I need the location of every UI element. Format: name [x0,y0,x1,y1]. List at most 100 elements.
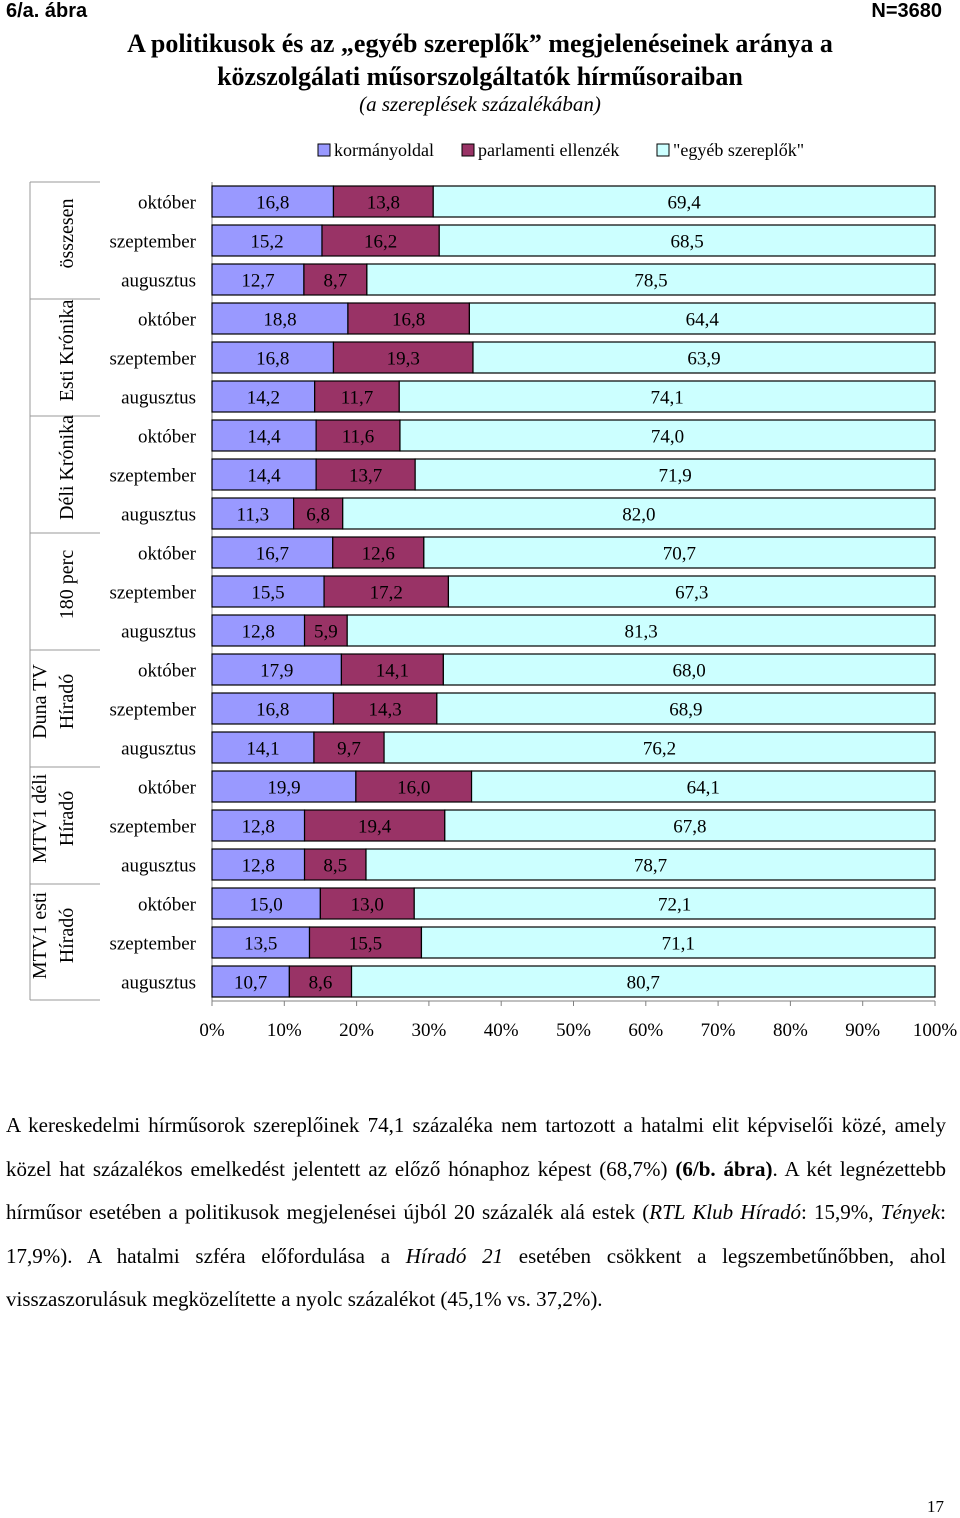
bar-segment-series-2 [321,224,440,257]
legend-label-1: kormányoldal [334,140,434,160]
bar-segment-series-3 [436,692,936,725]
legend-swatch-3 [656,143,670,157]
bar-segment-series-3 [432,185,936,218]
row-label-month: október [138,661,197,682]
row-label-month: szeptember [109,349,196,370]
x-tick-label: 30% [411,1020,446,1041]
bar-segment-series-3 [447,575,936,608]
data-label: 10,7 [234,973,267,994]
bar-segment-series-1 [211,848,306,881]
data-label: 16,8 [392,310,425,331]
x-tick-label: 100% [913,1020,958,1041]
bar-segment-series-2 [340,653,444,686]
data-label: 69,4 [667,193,701,214]
legend-swatch-1 [317,143,331,157]
data-label: 5,9 [314,622,338,643]
group-label: Duna TV [29,664,51,739]
data-label: 72,1 [658,895,691,916]
row-label-month: szeptember [109,700,196,721]
data-label: 11,7 [341,388,374,409]
legend-label-3: "egyéb szereplők" [673,140,804,160]
chart-subtitle: (a szereplések százalékában) [359,92,601,116]
data-label: 12,6 [362,544,395,565]
group-label: Déli Krónika [56,415,78,520]
body-paragraph: A kereskedelmi hírműsorok szereplőinek 7… [6,1104,946,1322]
bar-segment-series-2 [313,731,385,764]
data-label: 16,7 [256,544,289,565]
row-label-month: augusztus [121,622,196,643]
row-label-month: augusztus [121,388,196,409]
data-label: 9,7 [337,739,361,760]
row-label-month: október [138,193,197,214]
row-label-month: szeptember [109,934,196,955]
bar-segment-series-3 [346,614,936,647]
bar-segment-series-2 [315,458,416,491]
data-label: 8,7 [324,271,348,292]
data-label: 67,3 [675,583,708,604]
data-label: 14,1 [246,739,279,760]
row-label-month: október [138,310,197,331]
x-tick-label: 80% [773,1020,808,1041]
data-label: 19,3 [387,349,420,370]
data-label: 12,8 [242,817,275,838]
bar-segment-series-2 [347,302,470,335]
data-label: 19,9 [267,778,300,799]
data-label: 16,0 [397,778,430,799]
bar-segment-series-3 [468,302,936,335]
data-label: 78,7 [634,856,667,877]
paragraph-text-2: . A két legnézettebb hírműsor esetében a… [6,1156,946,1225]
bar-segment-series-1 [211,536,334,569]
bar-segment-series-2 [319,887,415,920]
data-label: 12,7 [241,271,274,292]
data-label: 14,4 [247,466,281,487]
data-label: 78,5 [634,271,667,292]
data-label: 16,8 [256,349,289,370]
data-label: 70,7 [663,544,696,565]
paragraph-text-1: A kereskedelmi hírműsorok szereplőinek 7… [6,1113,946,1181]
bar-segment-series-3 [398,380,936,413]
stacked-bar-chart: kormányoldal parlamenti ellenzék "egyéb sz… [29,140,958,1041]
data-label: 13,5 [244,934,277,955]
bar-segment-series-3 [423,536,936,569]
data-label: 11,6 [342,427,375,448]
group-label: MTV1 déli [29,773,51,863]
legend-label-2: parlamenti ellenzék [478,140,619,160]
chart-title-line1: A politikusok és az „egyéb szereplők” me… [127,29,833,58]
data-label: 16,8 [256,193,289,214]
paragraph-text-3: : 15,9%, [800,1200,881,1224]
program-name-rtl: RTL Klub Híradó [649,1200,801,1224]
data-label: 18,8 [263,310,296,331]
figure-reference: (6/b. ábra) [675,1156,773,1181]
bar-segment-series-2 [332,185,434,218]
bar-segment-series-1 [211,653,343,686]
group-label: Híradó [56,674,78,730]
bar-segment-series-3 [383,731,936,764]
bar-segment-series-2 [315,419,401,452]
bar-segment-series-3 [413,887,936,920]
data-label: 64,4 [686,310,720,331]
chart-title-line2: közszolgálati műsorszolgáltatók hírműsor… [217,62,743,91]
data-label: 63,9 [687,349,720,370]
data-label: 8,6 [309,973,333,994]
bar-segment-series-2 [303,614,348,647]
bar-segment-series-3 [420,926,936,959]
bar-segment-series-1 [211,380,316,413]
group-label: összesen [56,199,78,269]
x-tick-label: 40% [484,1020,519,1041]
data-label: 68,0 [673,661,706,682]
group-label: Esti Krónika [56,300,78,402]
x-tick-label: 60% [628,1020,663,1041]
x-tick-label: 50% [556,1020,591,1041]
bar-segment-series-2 [314,380,400,413]
data-label: 74,1 [651,388,684,409]
bar-segment-series-3 [365,848,936,881]
row-label-month: október [138,895,197,916]
data-label: 15,2 [250,232,283,253]
data-label: 82,0 [622,505,655,526]
bar-segment-series-2 [323,575,450,608]
data-label: 81,3 [624,622,657,643]
data-label: 17,9 [260,661,293,682]
bar-segment-series-3 [470,770,936,803]
data-label: 80,7 [627,973,660,994]
bar-segment-series-1 [211,887,321,920]
